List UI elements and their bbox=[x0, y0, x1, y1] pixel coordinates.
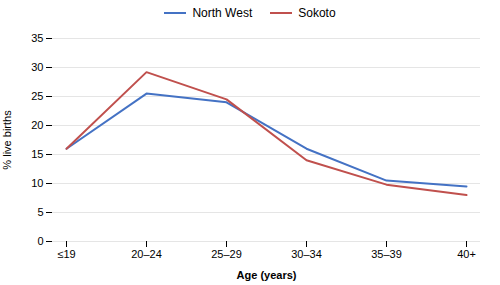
svg-text:30–34: 30–34 bbox=[291, 248, 322, 260]
svg-text:5: 5 bbox=[37, 206, 43, 218]
html-text:North West: North West bbox=[192, 6, 253, 20]
html-text:Sokoto: Sokoto bbox=[298, 6, 336, 20]
svg-text:20–24: 20–24 bbox=[131, 248, 162, 260]
svg-text:15: 15 bbox=[31, 148, 43, 160]
svg-text:30: 30 bbox=[31, 61, 43, 73]
svg-text:20: 20 bbox=[31, 119, 43, 131]
svg-text:Age (years): Age (years) bbox=[237, 269, 297, 281]
svg-text:35–39: 35–39 bbox=[371, 248, 402, 260]
svg-text:% live births: % live births bbox=[1, 110, 13, 170]
svg-text:0: 0 bbox=[37, 235, 43, 247]
svg-text:≤19: ≤19 bbox=[57, 248, 75, 260]
svg-text:25–29: 25–29 bbox=[211, 248, 242, 260]
svg-text:10: 10 bbox=[31, 177, 43, 189]
svg-text:25: 25 bbox=[31, 90, 43, 102]
svg-text:40+: 40+ bbox=[457, 248, 476, 260]
svg-text:35: 35 bbox=[31, 32, 43, 44]
